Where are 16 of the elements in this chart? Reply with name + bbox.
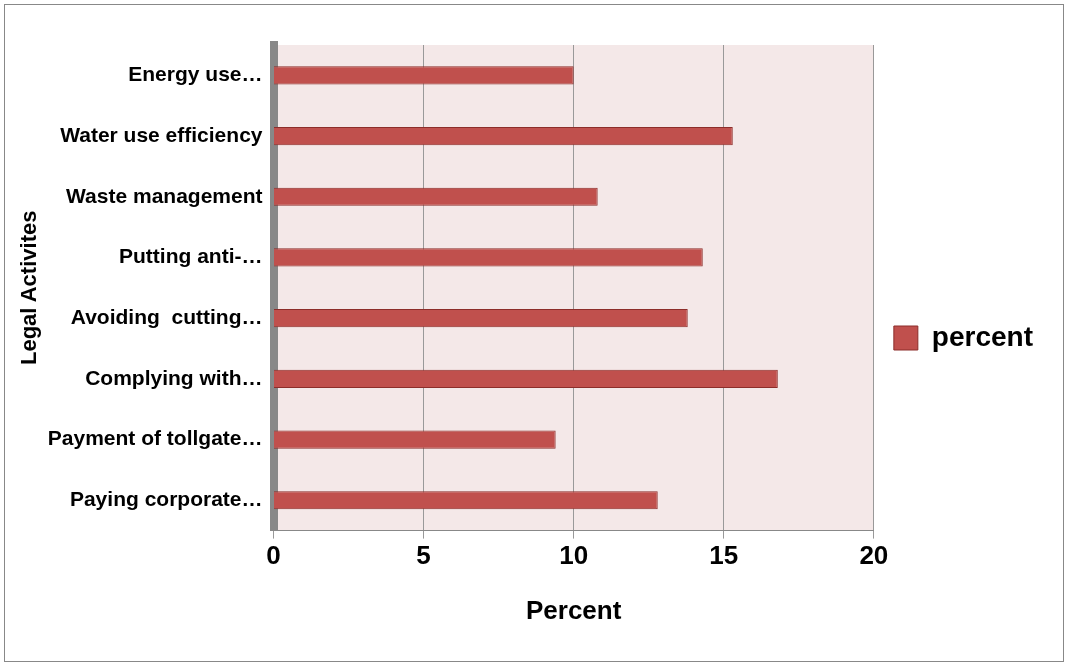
x-axis-title: Percent (525, 594, 622, 625)
y-axis-title: Legal Activites (16, 210, 42, 366)
y-tick-label: Avoiding cutting… (70, 304, 263, 328)
x-tick-label: 0 (266, 540, 281, 571)
x-tick-label: 20 (859, 540, 889, 571)
legend-label: percent (931, 320, 1034, 352)
y-tick-label: Payment of tollgate… (47, 426, 263, 450)
x-tick-label: 10 (559, 540, 589, 571)
y-tick-label: Putting anti-… (119, 244, 263, 268)
x-tick-label: 5 (416, 540, 431, 571)
y-tick-label: Energy use… (128, 62, 263, 86)
y-tick-label: Water use efficiency (60, 122, 263, 146)
y-tick-label: Waste management (66, 183, 263, 207)
y-tick-label: Paying corporate… (69, 487, 263, 511)
y-tick-label: Complying with… (85, 365, 263, 389)
x-tick-label: 15 (709, 540, 739, 571)
